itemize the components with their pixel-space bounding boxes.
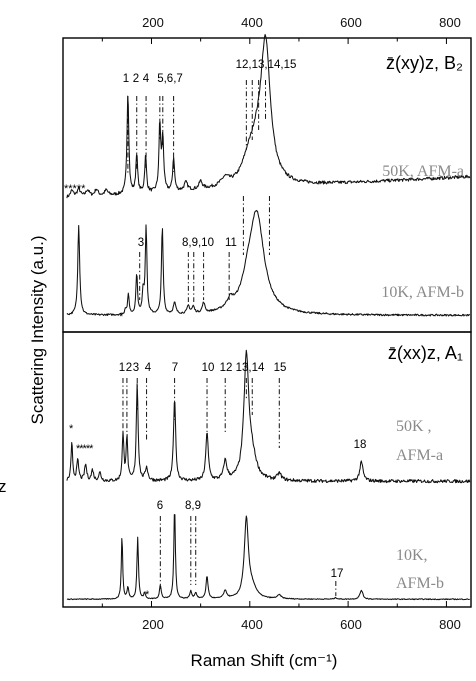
bottom-tick-label-600: 600 (340, 617, 362, 632)
bottom-axis: 200 400 600 800 (142, 617, 461, 632)
peak-label-b2-12-15: 12,13,14,15 (236, 59, 297, 71)
peak-label-b2-8-9-10: 8,9,10 (182, 237, 214, 249)
peak-label-a1-8-9: 8,9 (185, 500, 201, 512)
peak-label-a1-1: 1 (119, 362, 125, 374)
panel-frame-a1 (62, 331, 472, 608)
x-axis-label: Raman Shift (cm⁻¹) (191, 651, 338, 670)
peak-label-a1-13-14: 13,14 (236, 362, 265, 374)
peak-label-b2-4: 4 (143, 73, 150, 85)
peak-label-b2-3: 3 (138, 237, 144, 249)
peak-label-a1-4: 4 (145, 362, 152, 374)
series-label-a1-50k-line2: AFM-a (396, 447, 443, 464)
panel-title-b2: z̄(xy)z, B₂ (386, 53, 463, 73)
top-axis: 200 400 600 800 (142, 15, 461, 30)
side-fragment-z: z (0, 477, 7, 496)
top-tick-label-200: 200 (142, 15, 164, 30)
asterisks-b2-50k: ***** (64, 183, 86, 195)
peak-label-a1-12: 12 (220, 362, 233, 374)
peak-label-b2-2: 2 (133, 73, 139, 85)
peak-label-a1-17: 17 (331, 568, 344, 580)
asterisk-a1-10k: * (145, 589, 150, 601)
asterisk-b2-10k: * (119, 311, 124, 323)
series-label-a1-10k-line2: AFM-b (396, 575, 444, 592)
series-label-b2-10k: 10K, AFM-b (381, 284, 464, 301)
series-label-b2-50k: 50K, AFM-a (382, 163, 464, 180)
spectrum-b2-50k-afm-a (66, 33, 471, 199)
peak-markers (122, 80, 337, 596)
tick-marks (101, 38, 447, 607)
spectrum-a1-10k-afm-b (66, 514, 470, 601)
y-axis-label: Scattering Intensity (a.u.) (28, 236, 47, 425)
series-label-a1-10k-line1: 10K, (396, 547, 428, 564)
panel-title-a1: z̄(xx)z, A₁ (388, 343, 463, 363)
bottom-tick-label-400: 400 (241, 617, 263, 632)
peak-label-a1-10: 10 (202, 362, 215, 374)
peak-label-a1-3: 3 (133, 362, 139, 374)
asterisk-a1-50k-1: * (69, 423, 74, 435)
spectrum-a1-50k-afm-a (66, 349, 471, 484)
peak-label-a1-7: 7 (172, 362, 178, 374)
peak-label-a1-6: 6 (157, 500, 163, 512)
peak-label-a1-18: 18 (354, 439, 367, 451)
top-tick-label-400: 400 (241, 15, 263, 30)
top-tick-label-600: 600 (340, 15, 362, 30)
asterisks-a1-50k-2: ***** (76, 443, 94, 455)
peak-label-a1-2: 2 (126, 362, 132, 374)
bottom-tick-label-200: 200 (142, 617, 164, 632)
peak-label-a1-15: 15 (274, 362, 287, 374)
peak-label-b2-5-6-7: 5,6,7 (157, 73, 183, 85)
top-tick-label-800: 800 (439, 15, 461, 30)
bottom-tick-label-800: 800 (439, 617, 461, 632)
spectrum-b2-10k-afm-b (66, 209, 471, 317)
series-label-a1-50k-line1: 50K , (396, 418, 432, 435)
peak-label-b2-1: 1 (123, 73, 129, 85)
peak-label-b2-11: 11 (225, 237, 237, 249)
